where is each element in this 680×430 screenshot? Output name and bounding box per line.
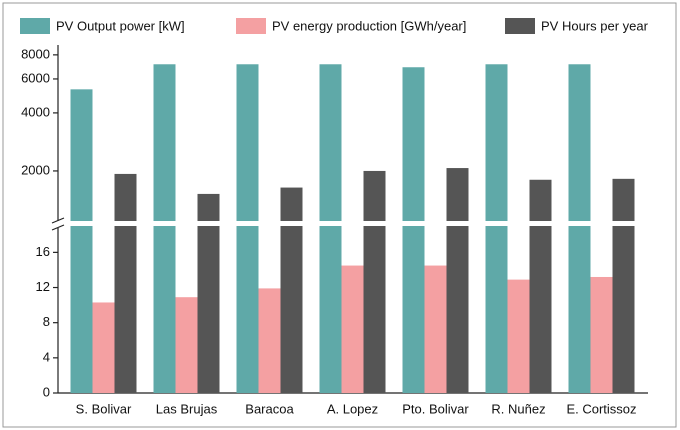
bar-upper — [485, 64, 508, 221]
bar-upper — [446, 168, 469, 221]
bar-upper — [568, 64, 591, 221]
bar-lower — [402, 226, 425, 393]
bar-lower — [568, 226, 591, 393]
y2-tick-label: 4 — [43, 349, 50, 364]
bar-upper — [280, 187, 303, 221]
bar — [92, 302, 115, 393]
x-tick-label: S. Bolivar — [76, 401, 132, 416]
bar-lower — [280, 226, 303, 393]
bar-lower — [236, 226, 259, 393]
legend-label: PV Output power [kW] — [56, 18, 185, 33]
bar-upper — [197, 193, 220, 221]
bar-lower — [319, 226, 342, 393]
bar — [507, 279, 530, 393]
legend: PV Output power [kW] PV energy production… — [20, 18, 649, 34]
legend-swatch — [20, 18, 50, 34]
bar-lower — [70, 226, 93, 393]
bar-lower — [363, 226, 386, 393]
bar-upper — [402, 67, 425, 222]
y2-tick-label: 8 — [43, 314, 50, 329]
x-tick-label: A. Lopez — [327, 401, 378, 416]
bar-lower — [529, 226, 552, 393]
bar — [590, 276, 613, 393]
legend-swatch — [236, 18, 266, 34]
y-tick-label: 4000 — [21, 104, 50, 119]
bar-upper — [236, 64, 259, 221]
y-tick-label: 2000 — [21, 162, 50, 177]
x-tick-label: Pto. Bolivar — [402, 401, 469, 416]
bar-upper — [529, 179, 552, 221]
bar-lower — [446, 226, 469, 393]
bar-upper — [114, 173, 137, 221]
legend-label: PV energy production [GWh/year] — [272, 18, 466, 33]
y-tick-label: 6000 — [21, 70, 50, 85]
bar — [341, 265, 364, 393]
bar — [175, 297, 198, 393]
x-tick-label: E. Cortissoz — [566, 401, 636, 416]
legend-label: PV Hours per year — [541, 18, 649, 33]
x-tick-label: Baracoa — [245, 401, 294, 416]
y2-tick-label: 16 — [36, 244, 50, 259]
bar-lower — [114, 226, 137, 393]
axis-break — [51, 224, 65, 231]
legend-swatch — [505, 18, 535, 34]
bar-lower — [197, 226, 220, 393]
y-tick-label: 8000 — [21, 46, 50, 61]
bar-upper — [363, 170, 386, 221]
axis-break — [51, 217, 65, 224]
bar-lower — [153, 226, 176, 393]
bar-upper — [153, 64, 176, 221]
bar-lower — [612, 226, 635, 393]
bar-upper — [319, 64, 342, 221]
x-tick-label: Las Brujas — [156, 401, 218, 416]
bar — [258, 288, 281, 393]
bar-upper — [612, 178, 635, 221]
bar — [424, 265, 447, 393]
x-tick-label: R. Nuñez — [491, 401, 545, 416]
bar-upper — [70, 89, 93, 221]
bar-lower — [485, 226, 508, 393]
y2-tick-label: 12 — [36, 279, 50, 294]
y2-tick-label: 0 — [43, 384, 50, 399]
